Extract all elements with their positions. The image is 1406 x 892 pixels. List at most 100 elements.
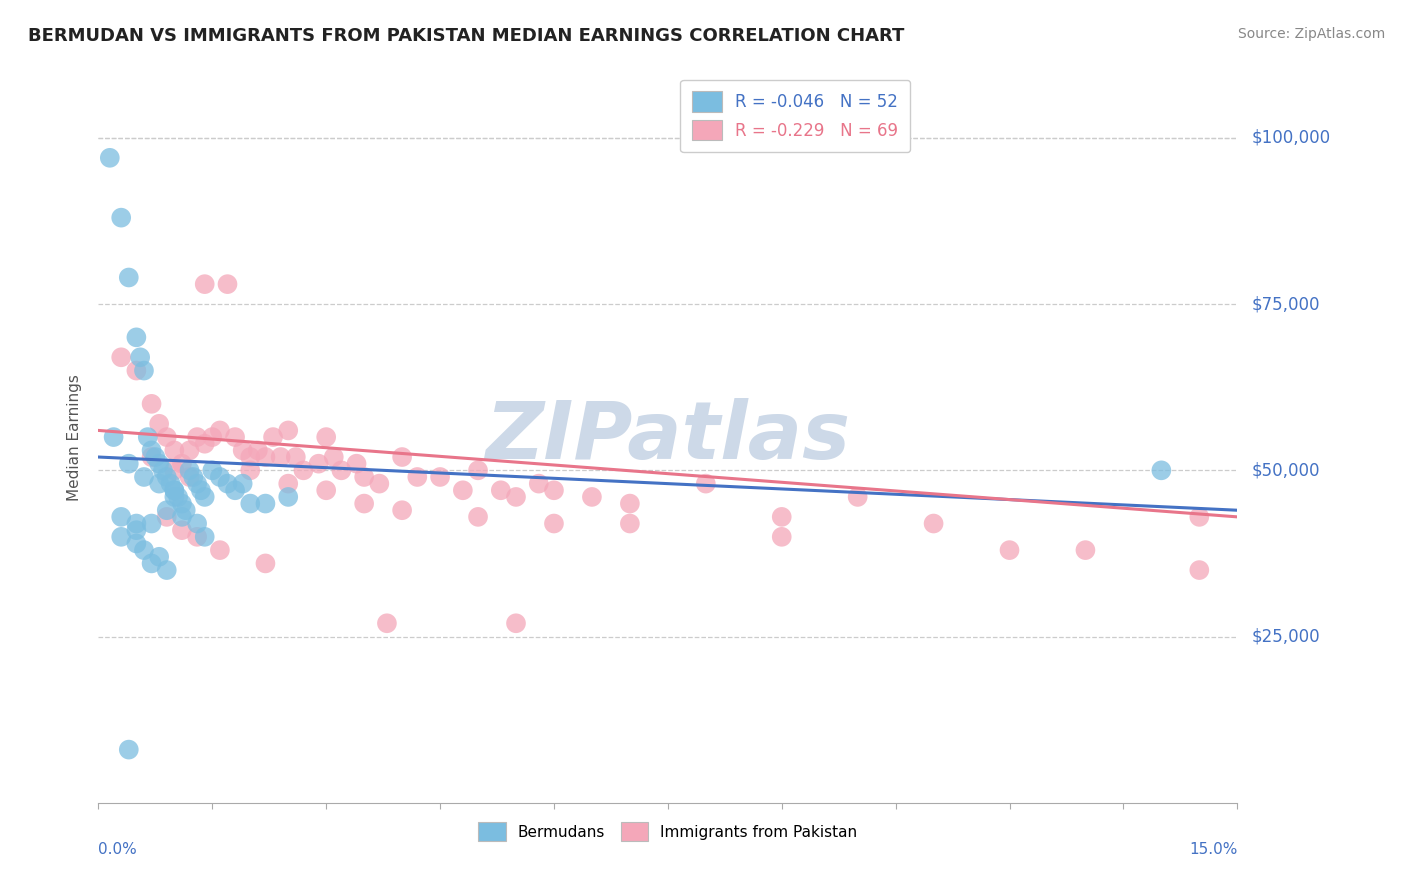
Point (141, 516, 163, 531)
Point (194, 490, 217, 504)
Point (145, 450, 167, 464)
Point (1074, 543, 1097, 558)
Point (406, 470, 429, 484)
Point (163, 490, 186, 504)
Point (141, 397, 163, 411)
Text: $75,000: $75,000 (1251, 295, 1320, 313)
Point (163, 483, 186, 498)
Point (375, 616, 398, 631)
Point (505, 490, 527, 504)
Point (125, 516, 148, 531)
Point (163, 483, 186, 498)
Point (141, 443, 163, 458)
Point (330, 463, 353, 477)
Point (201, 430, 224, 444)
Y-axis label: Median Earnings: Median Earnings (67, 374, 83, 500)
Point (125, 330, 148, 344)
Point (239, 450, 262, 464)
Point (619, 516, 641, 531)
Point (170, 497, 193, 511)
Point (308, 457, 330, 471)
Text: $100,000: $100,000 (1251, 128, 1330, 147)
Point (846, 490, 869, 504)
Text: $50,000: $50,000 (1251, 461, 1320, 479)
Point (190, 483, 212, 498)
Point (152, 463, 174, 477)
Point (232, 476, 254, 491)
Point (118, 457, 141, 471)
Point (695, 476, 717, 491)
Point (194, 277, 217, 292)
Point (527, 476, 550, 491)
Point (467, 463, 489, 477)
Text: 15.0%: 15.0% (1189, 842, 1237, 856)
Point (148, 476, 170, 491)
Point (118, 742, 141, 756)
Point (170, 509, 193, 524)
Point (619, 497, 641, 511)
Point (186, 516, 208, 531)
Point (277, 490, 299, 504)
Point (156, 430, 179, 444)
Point (156, 509, 179, 524)
Point (246, 443, 269, 458)
Point (163, 443, 186, 458)
Point (224, 430, 246, 444)
Point (110, 509, 132, 524)
Point (543, 516, 565, 531)
Point (174, 503, 197, 517)
Point (170, 457, 193, 471)
Text: ZIPatlas: ZIPatlas (485, 398, 851, 476)
Point (125, 523, 148, 537)
Point (163, 463, 186, 477)
Point (159, 476, 181, 491)
Point (208, 543, 231, 558)
Legend: Bermudans, Immigrants from Pakistan: Bermudans, Immigrants from Pakistan (470, 813, 866, 850)
Point (315, 430, 337, 444)
Point (156, 470, 179, 484)
Point (770, 530, 793, 544)
Point (110, 530, 132, 544)
Point (208, 424, 231, 438)
Point (156, 563, 179, 577)
Point (346, 457, 368, 471)
Point (132, 543, 155, 558)
Point (391, 503, 413, 517)
Point (224, 483, 246, 498)
Point (254, 450, 277, 464)
Point (118, 270, 141, 285)
Point (489, 483, 512, 498)
Point (922, 516, 945, 531)
Point (132, 470, 155, 484)
Point (368, 476, 391, 491)
Point (217, 277, 239, 292)
Point (186, 476, 208, 491)
Point (110, 211, 132, 225)
Point (451, 483, 474, 498)
Point (186, 530, 208, 544)
Point (998, 543, 1021, 558)
Point (183, 470, 205, 484)
Point (136, 430, 159, 444)
Point (315, 483, 337, 498)
Point (179, 443, 201, 458)
Text: Source: ZipAtlas.com: Source: ZipAtlas.com (1237, 27, 1385, 41)
Point (239, 497, 262, 511)
Point (1150, 463, 1173, 477)
Point (217, 476, 239, 491)
Point (1188, 509, 1211, 524)
Text: 0.0%: 0.0% (98, 842, 138, 856)
Point (277, 424, 299, 438)
Point (194, 530, 217, 544)
Point (277, 476, 299, 491)
Point (186, 430, 208, 444)
Point (1188, 563, 1211, 577)
Point (239, 463, 262, 477)
Point (284, 450, 307, 464)
Point (125, 536, 148, 550)
Point (103, 430, 125, 444)
Point (292, 463, 315, 477)
Point (148, 417, 170, 431)
Point (125, 363, 148, 377)
Point (148, 549, 170, 564)
